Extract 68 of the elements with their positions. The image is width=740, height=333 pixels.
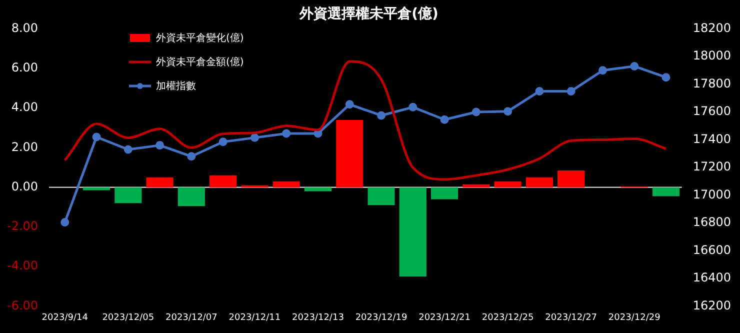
y2-tick-label: 16600	[692, 242, 732, 257]
bar	[210, 175, 237, 188]
x-tick-label: 2023/12/11	[228, 312, 281, 323]
bar	[399, 187, 426, 276]
point	[472, 108, 480, 116]
y2-tick-label: 17600	[692, 104, 732, 118]
bar	[526, 177, 553, 188]
y2-tick-label: 17800	[692, 76, 732, 90]
x-tick-label: 2023/12/21	[418, 312, 470, 323]
bar	[178, 187, 205, 206]
y-tick-label: 6.00	[11, 60, 38, 75]
point	[345, 100, 354, 109]
bar	[336, 120, 364, 188]
point	[124, 145, 132, 154]
bar	[652, 187, 680, 196]
y-tick-label: -2.00	[6, 219, 38, 234]
legend-label: 外資未平倉變化(億)	[156, 32, 244, 45]
x-tick-label: 2023/12/25	[482, 312, 534, 323]
legend-label: 外資未平倉金額(億)	[156, 56, 244, 69]
y2-tick-label: 17000	[692, 187, 732, 202]
x-tick-label: 2023/12/07	[165, 312, 218, 323]
bar	[304, 187, 332, 192]
y-tick-label: 8.00	[11, 20, 38, 35]
bar	[82, 187, 110, 190]
y2-tick-label: 16800	[692, 215, 732, 230]
y-tick-label: -4.00	[6, 258, 38, 273]
bar	[494, 181, 522, 188]
point	[60, 218, 70, 227]
y-tick-label: 4.00	[11, 100, 38, 114]
bar	[272, 181, 300, 188]
point	[504, 107, 512, 116]
y2-tick-label: 17400	[692, 132, 732, 146]
y-tick-label: 2.00	[11, 140, 38, 154]
point	[408, 102, 418, 112]
bar	[462, 184, 490, 188]
bar	[431, 187, 458, 200]
chart-title: 外資選擇權未平倉(億)	[298, 5, 438, 22]
x-tick-label: 2023/12/29	[608, 312, 661, 323]
point	[535, 86, 544, 96]
point	[598, 66, 607, 75]
y-tick-label: -6.00	[6, 298, 38, 312]
bar	[558, 170, 585, 188]
y2-tick-label: 18000	[692, 48, 732, 63]
bar	[368, 187, 395, 206]
point	[250, 133, 259, 142]
y2-tick-label: 17200	[692, 160, 732, 174]
point	[156, 141, 164, 150]
point	[630, 62, 639, 70]
point	[377, 111, 386, 120]
bar	[114, 187, 142, 204]
bar	[146, 177, 174, 188]
point	[440, 115, 449, 124]
legend-label: 加權指數	[156, 80, 196, 93]
y2-tick-label: 18200	[692, 20, 732, 35]
x-tick-label: 2023/12/13	[292, 312, 344, 323]
point	[566, 86, 576, 96]
x-tick-label: 2023/12/05	[102, 312, 154, 323]
y-tick-label: 0.00	[11, 179, 38, 194]
point	[282, 129, 291, 138]
y2-tick-label: 16200	[692, 298, 732, 312]
x-tick-label: 2023/9/14	[42, 312, 88, 323]
point	[218, 138, 228, 146]
point	[662, 73, 670, 82]
x-tick-label: 2023/12/19	[355, 312, 408, 323]
x-tick-label: 2023/12/27	[545, 312, 598, 323]
point	[187, 152, 196, 161]
point	[92, 132, 101, 142]
y2-tick-label: 16400	[692, 270, 732, 285]
